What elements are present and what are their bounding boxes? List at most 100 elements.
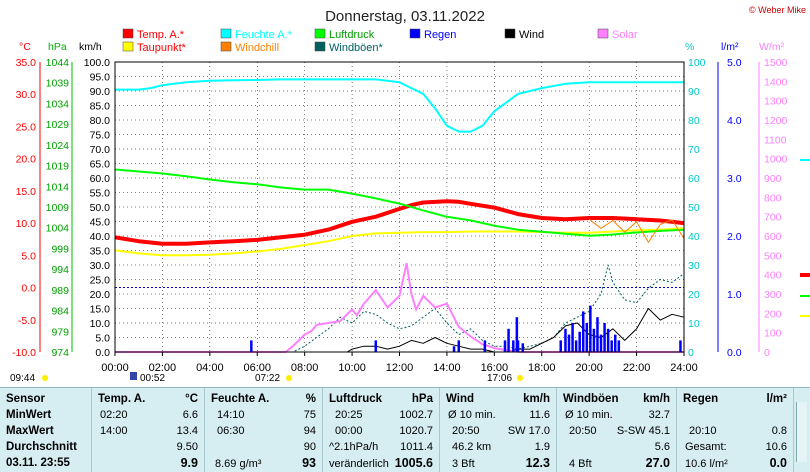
wind-tick-label: 75.0	[90, 130, 111, 142]
stats-wind-max-value: SW 17.0	[507, 425, 550, 437]
legend-label: Regen	[424, 29, 456, 41]
stats-temp-unit: °C	[185, 393, 198, 405]
statistics-panel: Sensor MinWert MaxWert Durchschnitt 03.1…	[0, 387, 810, 472]
rain-bar	[452, 346, 456, 352]
stats-rain-column: Regen l/m² 20:10 0.8 Gesamt: 10.6 10.6 l…	[677, 388, 794, 472]
legend-swatch	[122, 28, 134, 39]
x-tick-label: 04:00	[196, 362, 224, 374]
windb-en-series-line	[115, 264, 685, 353]
wind-tick-label: 80.0	[90, 115, 111, 127]
stats-gust-max-value: S-SW 45.1	[616, 425, 670, 437]
rain-bar	[589, 305, 592, 352]
solar-tick-label: 1100	[764, 134, 787, 146]
legend-swatch	[314, 41, 326, 52]
stats-press-min-value: 1002.7	[399, 409, 433, 421]
pressure-tick-label: 974	[51, 347, 69, 359]
stats-temp-min-value: 6.6	[182, 409, 198, 421]
rain-bar	[503, 340, 507, 352]
rain-bar	[374, 340, 378, 352]
temp-axis-unit: °C	[19, 41, 31, 53]
wind-tick-label: 0.0	[95, 347, 110, 359]
legend-label: Wind	[519, 29, 544, 41]
solar-axis-unit: W/m²	[759, 41, 785, 53]
solar-tick-label: 400	[764, 270, 782, 282]
x-axis-ticks: 00:00 02:00 04:00 06:00 08:00 10:00 12:00 14:00…	[101, 352, 698, 374]
wind-tick-label: 35.0	[90, 246, 111, 258]
legend-swatch	[314, 28, 326, 39]
rain-bar	[617, 340, 621, 352]
stats-gust-beaufort: 4 Bft	[569, 458, 592, 470]
rain-bar	[599, 334, 603, 352]
stats-row-current: 03.11. 23:55	[6, 457, 70, 469]
wind-tick-label: 60.0	[90, 173, 111, 185]
stats-gust-unit: km/h	[643, 393, 670, 405]
rain-bar	[515, 317, 519, 352]
stats-wind-avg-value: 11.6	[529, 409, 550, 421]
rain-bar	[521, 343, 525, 352]
x-tick-label: 20:00	[575, 362, 603, 374]
sunrise-label: 07:22	[255, 373, 280, 384]
sunset-label: 17:06	[487, 373, 512, 384]
feuchte-a-series-line	[115, 78, 684, 133]
moonrise-label: 00:52	[140, 373, 165, 384]
x-tick-label: 22:00	[623, 362, 651, 374]
rain-axis-unit: l/m²	[721, 41, 739, 53]
hum-tick-label: 70	[688, 144, 700, 156]
temp-tick-label: 20.0	[16, 154, 37, 166]
rain-tick-label: 0.0	[727, 347, 742, 359]
temp-tick-label: 5.0	[21, 250, 36, 262]
stats-gust-title: Windböen	[563, 393, 619, 405]
stats-temp-avg: 9.50	[176, 441, 198, 453]
stats-scrollbar[interactable]	[796, 402, 807, 462]
windchill-series-line	[588, 218, 685, 243]
rain-bar	[571, 323, 574, 352]
x-tick-label: 10:00	[338, 362, 366, 374]
solar-tick-label: 0	[764, 347, 770, 359]
pressure-tick-label: 1039	[46, 78, 70, 90]
stats-gust-max-time: 20:50	[569, 425, 597, 437]
stats-temp-max-time: 14:00	[100, 425, 128, 437]
legend-swatch	[409, 28, 421, 39]
stats-temp-column: Temp. A. °C 02:20 6.6 14:00 13.4 9.50 9.…	[92, 388, 205, 472]
rain-bar	[613, 334, 617, 352]
chart-background	[0, 0, 810, 388]
stats-press-trend-value: 1011.4	[400, 441, 433, 453]
stats-gust-avg-label: Ø 10 min.	[565, 409, 613, 421]
rain-bar	[585, 323, 589, 352]
hum-tick-label: 30	[688, 260, 700, 272]
rain-bar	[457, 340, 461, 352]
rain-bar	[603, 323, 606, 352]
rain-bar	[581, 311, 585, 352]
rain-bar	[578, 331, 581, 352]
solar-tick-label: 1300	[764, 96, 788, 108]
wind-tick-label: 15.0	[90, 304, 111, 316]
rain-bar	[483, 340, 487, 352]
stats-rain-day-total: 10.6 l/m²	[685, 458, 728, 470]
stats-wind-column: Wind km/h Ø 10 min. 11.6 20:50 SW 17.0 4…	[440, 388, 557, 472]
temp-tick-label: -10.0	[12, 347, 36, 359]
stats-wind-avg-label: Ø 10 min.	[448, 409, 496, 421]
wind-tick-label: 100.0	[84, 57, 110, 69]
stats-hum-avg: 90	[303, 441, 316, 453]
stats-press-current: 1005.6	[394, 456, 433, 470]
x-tick-label: 06:00	[243, 362, 271, 374]
rain-bar	[559, 340, 562, 352]
solar-series-line	[115, 262, 684, 353]
stats-gust-avg: 5.6	[654, 441, 670, 453]
stats-rain-max-time: 20:10	[689, 425, 717, 437]
stats-press-unit: hPa	[411, 393, 433, 405]
stats-hum-current: 93	[302, 456, 316, 470]
rain-bar	[507, 328, 510, 352]
pressure-tick-label: 1014	[46, 181, 70, 193]
hum-tick-label: 90	[688, 86, 700, 98]
solar-tick-label: 700	[764, 212, 782, 224]
moon-icon	[130, 372, 137, 380]
legend-label: Temp. A.*	[137, 29, 185, 41]
wind-tick-label: 65.0	[90, 159, 111, 171]
stats-hum-title: Feuchte A.	[211, 393, 270, 405]
left-time-label: 09:44	[10, 373, 35, 384]
stats-row-avg: Durchschnitt	[6, 441, 77, 453]
temp-tick-label: 30.0	[16, 89, 37, 101]
wind-tick-label: 85.0	[90, 101, 111, 113]
stats-gust-column: Windböen km/h Ø 10 min. 32.7 20:50 S-SW …	[557, 388, 677, 472]
